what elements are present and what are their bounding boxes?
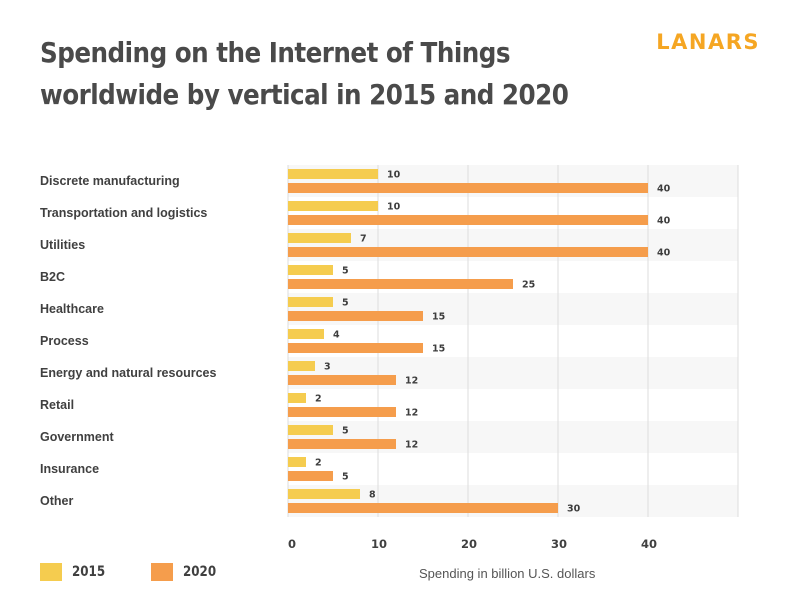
bar-2015-process (288, 329, 324, 339)
value-label-2015-process: 4 (333, 330, 340, 341)
category-label-process: Process (40, 334, 89, 348)
bar-2020-utilities (288, 247, 648, 257)
x-tick-label-20: 20 (461, 537, 477, 551)
value-label-2020-utilities: 40 (657, 248, 671, 259)
category-labels: Discrete manufacturing Transportation and… (40, 174, 217, 508)
category-label-insurance: Insurance (40, 462, 99, 476)
bar-2015-energy-and-natural-resources (288, 361, 315, 371)
bar-2015-discrete-manufacturing (288, 169, 378, 179)
value-label-2015-insurance: 2 (315, 458, 322, 469)
legend-label-2015: 2015 (72, 564, 106, 580)
bar-2015-b2c (288, 265, 333, 275)
bar-2020-energy-and-natural-resources (288, 375, 396, 385)
value-label-2015-transportation-and-logistics: 10 (387, 202, 401, 213)
category-label-retail: Retail (40, 398, 74, 412)
bar-2020-other (288, 503, 558, 513)
bar-2015-utilities (288, 233, 351, 243)
bar-2020-healthcare (288, 311, 423, 321)
x-axis-ticks: 0 10 20 30 40 (288, 537, 657, 551)
x-tick-label-0: 0 (288, 537, 296, 551)
bar-2020-insurance (288, 471, 333, 481)
category-label-utilities: Utilities (40, 238, 85, 252)
category-label-other: Other (40, 494, 73, 508)
x-axis-label: Spending in billion U.S. dollars (419, 566, 596, 581)
value-label-2015-other: 8 (369, 490, 376, 501)
bar-2020-process (288, 343, 423, 353)
brand-logo: LANARS (656, 30, 760, 54)
bar-2015-healthcare (288, 297, 333, 307)
bar-2020-b2c (288, 279, 513, 289)
bar-2015-transportation-and-logistics (288, 201, 378, 211)
category-label-government: Government (40, 430, 114, 444)
bar-2015-government (288, 425, 333, 435)
bars (288, 169, 648, 513)
chart-title: Spending on the Internet of Things world… (40, 36, 569, 111)
value-label-2015-discrete-manufacturing: 10 (387, 170, 401, 181)
category-label-discrete-manufacturing: Discrete manufacturing (40, 174, 180, 188)
value-label-2020-b2c: 25 (522, 280, 535, 291)
x-tick-label-10: 10 (371, 537, 387, 551)
value-label-2020-healthcare: 15 (432, 312, 445, 323)
category-label-healthcare: Healthcare (40, 302, 104, 316)
value-label-2015-utilities: 7 (360, 234, 367, 245)
category-label-transportation-and-logistics: Transportation and logistics (40, 206, 207, 220)
bar-2015-other (288, 489, 360, 499)
value-label-2020-discrete-manufacturing: 40 (657, 184, 671, 195)
legend-label-2020: 2020 (182, 564, 217, 580)
legend-swatch-2020 (150, 563, 173, 581)
bar-2015-insurance (288, 457, 306, 467)
value-label-2015-energy-and-natural-resources: 3 (324, 362, 331, 373)
value-label-2020-retail: 12 (405, 408, 418, 419)
legend-swatch-2015 (40, 563, 62, 581)
value-label-2020-government: 12 (405, 440, 418, 451)
x-tick-label-30: 30 (551, 537, 567, 551)
bar-2020-discrete-manufacturing (288, 183, 648, 193)
value-label-2020-insurance: 5 (342, 472, 349, 483)
value-label-2015-b2c: 5 (342, 266, 349, 277)
value-label-2015-retail: 2 (315, 394, 322, 405)
category-label-b2c: B2C (40, 270, 65, 284)
value-label-2015-government: 5 (342, 426, 349, 437)
value-label-2020-transportation-and-logistics: 40 (657, 216, 671, 227)
legend: 2015 2020 (40, 563, 262, 581)
legend-item-2015: 2015 (40, 563, 111, 581)
bar-2020-retail (288, 407, 396, 417)
x-tick-label-40: 40 (641, 537, 657, 551)
bar-2020-transportation-and-logistics (288, 215, 648, 225)
value-label-2020-other: 30 (567, 504, 581, 515)
bar-2015-retail (288, 393, 306, 403)
category-label-energy-and-natural-resources: Energy and natural resources (40, 366, 217, 380)
value-label-2020-energy-and-natural-resources: 12 (405, 376, 418, 387)
value-label-2020-process: 15 (432, 344, 445, 355)
legend-item-2020: 2020 (150, 563, 222, 581)
bar-2020-government (288, 439, 396, 449)
value-label-2015-healthcare: 5 (342, 298, 349, 309)
